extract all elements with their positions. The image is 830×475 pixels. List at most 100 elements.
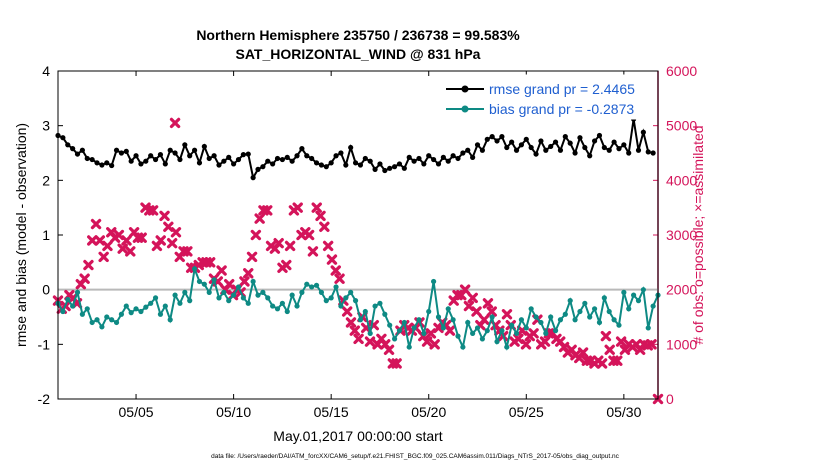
obs-assimilated-marker [467,292,478,304]
y-right-tick-label: 5000 [666,118,697,134]
rmse-point [133,153,139,159]
obs-assimilated-marker [421,336,433,347]
data-file-footnote: data file: /Users/raeder/DAI/ATM_forcXX/… [211,453,620,460]
obs-assimilated-marker [345,317,357,328]
rmse-point [138,161,144,167]
rmse-point [440,154,446,160]
y-right-tick-label: 2000 [666,282,697,298]
obs-assimilated-marker [520,339,532,350]
rmse-point [611,139,617,145]
obs-assimilated-marker [604,344,615,355]
bias-point [333,284,339,290]
rmse-point [635,147,642,153]
bias-point [65,296,71,303]
bias-point [416,317,422,323]
rmse-point [621,142,627,148]
rmse-point [606,147,612,153]
rmse-point [650,150,656,156]
rmse-point [143,158,149,164]
rmse-point [396,161,403,167]
bias-point [577,308,583,315]
obs-assimilated-marker [113,229,125,241]
legend-rmse-marker [461,85,469,93]
obs-assimilated-marker [273,238,284,249]
rmse-point [187,153,193,159]
bias-point [382,311,388,317]
bias-point [299,289,305,295]
obs-assimilated-marker [425,328,437,339]
rmse-point [513,147,520,153]
rmse-point [626,150,632,156]
bias-point [567,298,573,304]
obs-assimilated-marker [250,229,262,241]
rmse-point [587,153,593,159]
rmse-point [431,156,437,163]
bias-point [109,317,115,323]
rmse-point [391,164,398,170]
x-tick-label: 05/10 [216,404,251,420]
rmse-point [245,151,251,157]
chart-title-line2: SAT_HORIZONTAL_WIND @ 831 hPa [236,46,481,62]
bias-point [133,306,139,312]
bias-point [440,325,446,331]
bias-point [260,289,266,295]
bias-point [587,314,593,320]
bias-point [474,325,481,331]
rmse-point [182,142,188,148]
rmse-point [226,154,232,160]
bias-line [57,265,659,352]
obs-assimilated-marker [612,355,623,366]
rmse-point [323,164,329,170]
bias-point [518,317,525,323]
rmse-point [206,155,212,162]
rmse-point [435,161,442,167]
rmse-point [352,160,359,166]
rmse-point [572,150,578,156]
rmse-point [128,158,134,164]
rmse-point [211,153,217,159]
rmse-point [591,138,598,144]
rmse-point [113,147,120,153]
obs-assimilated-marker [307,246,319,257]
obs-assimilated-marker [577,347,589,358]
bias-point [279,300,285,306]
bias-point [304,281,310,287]
rmse-point [70,146,76,152]
obs-assimilated-marker [311,202,322,213]
bias-point [621,289,627,295]
rmse-point [465,147,471,153]
bias-point [270,303,276,309]
obs-assimilated-marker [326,254,338,265]
bias-point [357,317,364,323]
obs-assimilated-marker [292,202,303,213]
bias-point [489,314,495,320]
bias-point [182,289,188,295]
obs-assimilated-marker [246,251,258,263]
plot-area-frame [57,70,659,400]
bias-point [557,317,564,323]
bias-point [128,310,134,316]
bias-point [255,292,261,298]
obs-assimilated-marker [444,325,456,336]
legend: rmse grand pr = 2.4465 bias grand pr = -… [439,74,656,120]
x-axis-label: May.01,2017 00:00:00 start [273,428,443,444]
legend-rmse-label: rmse grand pr = 2.4465 [489,81,635,97]
bias-point [509,322,515,328]
obs-assimilated-marker [281,259,292,271]
bias-point [513,330,520,336]
obs-assimilated-marker [482,298,494,309]
bias-point [450,317,456,323]
bias-point [582,300,588,306]
bias-point [391,336,398,342]
obs-assimilated-marker [169,117,181,129]
bias-point [177,300,183,306]
bias-point [250,278,256,285]
bias-point [323,298,329,304]
bias-point [167,317,173,323]
rmse-point [479,147,485,153]
rmse-point [528,144,534,151]
obs-assimilated-marker [98,251,109,263]
obs-assimilated-marker [315,210,326,222]
rmse-point [567,140,573,146]
bias-point [538,319,544,326]
